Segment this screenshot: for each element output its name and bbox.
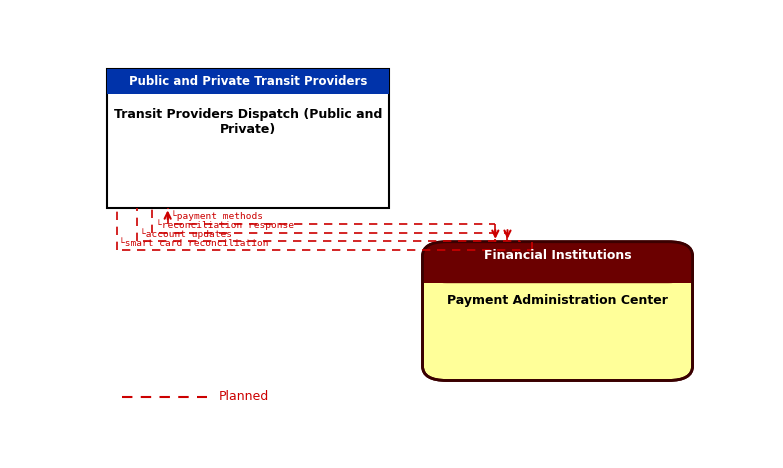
Text: Planned: Planned (219, 390, 269, 403)
Text: └smart card reconciliation: └smart card reconciliation (119, 239, 269, 248)
FancyBboxPatch shape (423, 242, 693, 380)
Text: └payment methods: └payment methods (171, 211, 262, 221)
Text: └reconciliation response: └reconciliation response (156, 219, 294, 230)
Bar (423, 262, 693, 283)
Text: Payment Administration Center: Payment Administration Center (447, 293, 668, 307)
Text: └account updates: └account updates (140, 228, 233, 239)
Text: Financial Institutions: Financial Institutions (484, 249, 631, 262)
Text: Public and Private Transit Providers: Public and Private Transit Providers (129, 75, 367, 88)
Bar (107, 69, 389, 207)
Text: Transit Providers Dispatch (Public and
Private): Transit Providers Dispatch (Public and P… (114, 109, 382, 136)
Bar (107, 69, 389, 94)
FancyBboxPatch shape (423, 242, 693, 283)
